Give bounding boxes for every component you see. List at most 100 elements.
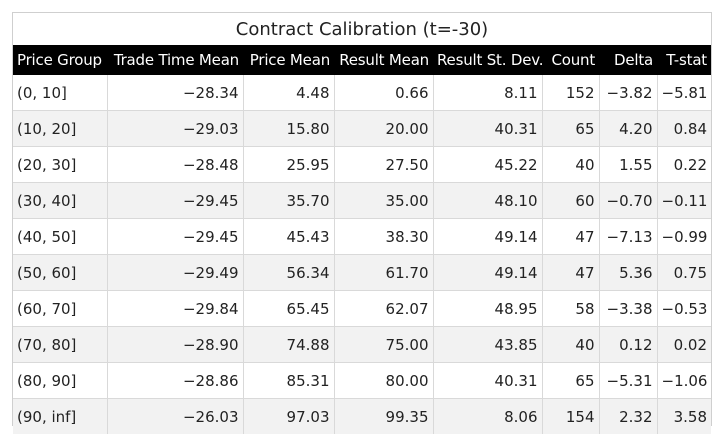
table-cell: 0.12: [599, 326, 658, 363]
table-cell: (10, 20]: [13, 110, 108, 147]
table-cell: −26.03: [107, 398, 244, 434]
column-header: T-stat: [657, 45, 711, 75]
table-cell: −7.13: [599, 218, 658, 255]
table-cell: 40: [542, 326, 600, 363]
table-cell: 74.88: [243, 326, 335, 363]
table-title: Contract Calibration (t=-30): [235, 19, 489, 40]
table-cell: 0.22: [657, 146, 711, 183]
table-cell: −29.49: [107, 254, 244, 291]
table-row: (80, 90] −28.86 85.31 80.00 40.31 65 −5.31 −1.0…: [13, 362, 711, 399]
table-cell: 65: [542, 110, 600, 147]
table-cell: 0.02: [657, 326, 711, 363]
table-cell: 38.30: [334, 218, 434, 255]
table-cell: 60: [542, 182, 600, 219]
table-cell: 58: [542, 290, 600, 327]
table-row: (0, 10] −28.34 4.48 0.66 8.11 152 −3.82 −5.81: [13, 75, 711, 111]
column-header: Result St. Dev.: [433, 45, 544, 75]
table-cell: 43.85: [433, 326, 543, 363]
table-cell: 20.00: [334, 110, 434, 147]
table-cell: 45.22: [433, 146, 543, 183]
table-cell: −28.34: [107, 75, 244, 111]
column-header: Count: [542, 45, 599, 75]
table-cell: −0.99: [657, 218, 711, 255]
table-cell: 25.95: [243, 146, 335, 183]
table-row: (30, 40] −29.45 35.70 35.00 48.10 60 −0.70 −0.1…: [13, 182, 711, 219]
table-cell: 4.20: [599, 110, 658, 147]
table-row: (70, 80] −28.90 74.88 75.00 43.85 40 0.12 0.02: [13, 326, 711, 363]
table-cell: 35.00: [334, 182, 434, 219]
table-cell: 35.70: [243, 182, 335, 219]
table-cell: (40, 50]: [13, 218, 108, 255]
table-cell: (70, 80]: [13, 326, 108, 363]
table-row: (40, 50] −29.45 45.43 38.30 49.14 47 −7.13 −0.9…: [13, 218, 711, 255]
table-cell: −3.82: [599, 75, 658, 111]
table-cell: 40.31: [433, 110, 543, 147]
table-cell: 40.31: [433, 362, 543, 399]
table-cell: 62.07: [334, 290, 434, 327]
table-cell: 154: [542, 398, 600, 434]
table-cell: (90, inf]: [13, 398, 108, 434]
table-cell: 5.36: [599, 254, 658, 291]
table-cell: 49.14: [433, 218, 543, 255]
table-cell: (50, 60]: [13, 254, 108, 291]
table-cell: 65: [542, 362, 600, 399]
table-cell: −1.06: [657, 362, 711, 399]
table-cell: 49.14: [433, 254, 543, 291]
table-cell: 4.48: [243, 75, 335, 111]
table-cell: 3.58: [657, 398, 711, 434]
column-header: Price Mean: [243, 45, 334, 75]
table-cell: 8.11: [433, 75, 543, 111]
table-cell: (80, 90]: [13, 362, 108, 399]
table-row: (50, 60] −29.49 56.34 61.70 49.14 47 5.36 0.75: [13, 254, 711, 291]
table-cell: −29.45: [107, 218, 244, 255]
calibration-table: Price Group Trade Time Mean Price Mean Resu…: [13, 45, 711, 434]
table-cell: 47: [542, 254, 600, 291]
table-cell: 48.95: [433, 290, 543, 327]
table-cell: 47: [542, 218, 600, 255]
table-cell: (20, 30]: [13, 146, 108, 183]
table-row: (90, inf] −26.03 97.03 99.35 8.06 154 2.32 3.58: [13, 398, 711, 434]
table-cell: 61.70: [334, 254, 434, 291]
table-cell: −28.90: [107, 326, 244, 363]
table-cell: 0.84: [657, 110, 711, 147]
table-cell: 1.55: [599, 146, 658, 183]
table-cell: (0, 10]: [13, 75, 108, 111]
table-row: (10, 20] −29.03 15.80 20.00 40.31 65 4.20 0.84: [13, 110, 711, 147]
table-cell: 75.00: [334, 326, 434, 363]
table-cell: −28.86: [107, 362, 244, 399]
table-cell: 0.66: [334, 75, 434, 111]
column-header: Trade Time Mean: [107, 45, 243, 75]
table-cell: 2.32: [599, 398, 658, 434]
table-cell: 48.10: [433, 182, 543, 219]
table-cell: 65.45: [243, 290, 335, 327]
table-cell: 15.80: [243, 110, 335, 147]
calibration-table-panel: Contract Calibration (t=-30) Price Group…: [12, 12, 712, 434]
table-cell: 45.43: [243, 218, 335, 255]
table-cell: 56.34: [243, 254, 335, 291]
table-cell: −0.70: [599, 182, 658, 219]
table-row: (60, 70] −29.84 65.45 62.07 48.95 58 −3.38 −0.5…: [13, 290, 711, 327]
table-cell: (30, 40]: [13, 182, 108, 219]
header-row: Price Group Trade Time Mean Price Mean Resu…: [13, 45, 711, 75]
column-header: Delta: [599, 45, 657, 75]
column-header: Price Group: [13, 45, 107, 75]
table-cell: 0.75: [657, 254, 711, 291]
table-cell: 27.50: [334, 146, 434, 183]
table-cell: 40: [542, 146, 600, 183]
table-cell: −5.81: [657, 75, 711, 111]
table-cell: −29.03: [107, 110, 244, 147]
table-cell: 99.35: [334, 398, 434, 434]
table-cell: −0.53: [657, 290, 711, 327]
table-cell: −29.45: [107, 182, 244, 219]
table-cell: −28.48: [107, 146, 244, 183]
table-cell: 97.03: [243, 398, 335, 434]
table-cell: 85.31: [243, 362, 335, 399]
table-cell: −0.11: [657, 182, 711, 219]
table-cell: 80.00: [334, 362, 434, 399]
table-cell: −3.38: [599, 290, 658, 327]
table-cell: −5.31: [599, 362, 658, 399]
column-header: Result Mean: [334, 45, 433, 75]
table-cell: 152: [542, 75, 600, 111]
table-row: (20, 30] −28.48 25.95 27.50 45.22 40 1.55 0.22: [13, 146, 711, 183]
table-cell: 8.06: [433, 398, 543, 434]
